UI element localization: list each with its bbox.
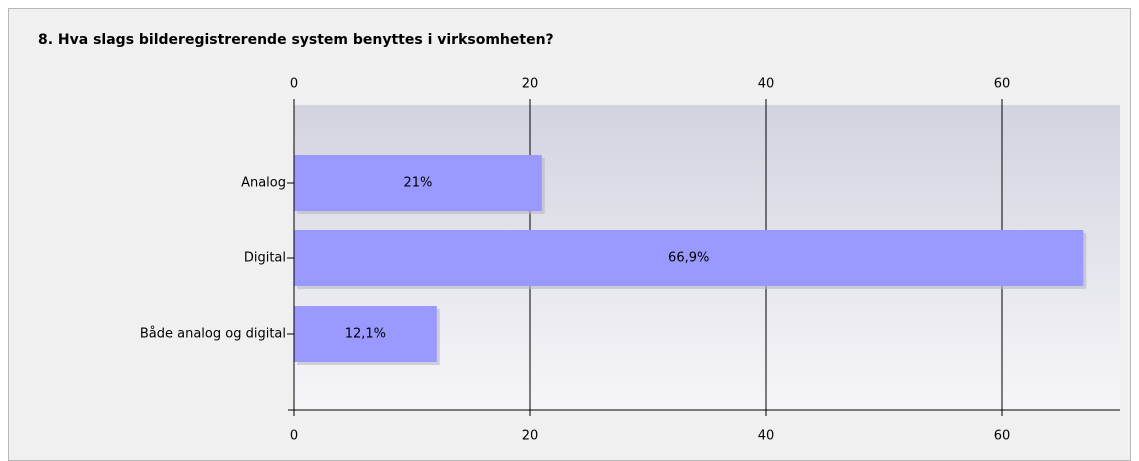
x-tick-label-bottom: 60 xyxy=(994,429,1011,444)
bar xyxy=(294,230,1084,286)
x-tick-label-top: 40 xyxy=(758,77,775,92)
bar xyxy=(294,306,437,362)
x-tick-label-top: 20 xyxy=(522,77,539,92)
x-tick-label-bottom: 0 xyxy=(290,429,298,444)
x-tick-label-bottom: 20 xyxy=(522,429,539,444)
bar xyxy=(294,155,542,211)
y-tick-label: Analog xyxy=(241,176,286,191)
chart-title: 8. Hva slags bilderegistrerende system b… xyxy=(38,32,554,48)
x-tick-label-top: 0 xyxy=(290,77,298,92)
x-tick-label-top: 60 xyxy=(994,77,1011,92)
y-tick-label: Digital xyxy=(244,251,286,266)
value-label: 21% xyxy=(403,176,432,191)
value-label: 66,9% xyxy=(668,251,709,266)
x-tick-label-bottom: 40 xyxy=(758,429,775,444)
y-tick-label: Både analog og digital xyxy=(140,327,286,342)
value-label: 12,1% xyxy=(345,327,386,342)
